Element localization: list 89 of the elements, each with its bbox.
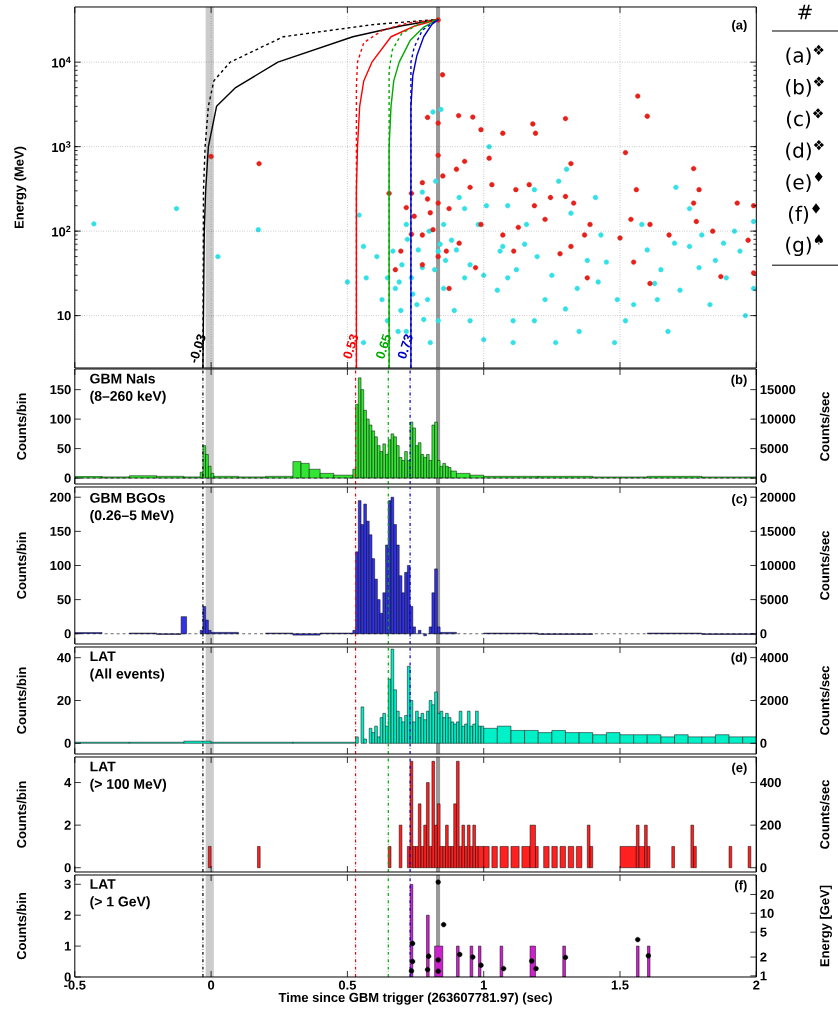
y2-tick-label: 2: [760, 952, 767, 962]
text: #: [798, 4, 812, 20]
y-tick-label: 10$^{2}$: [52, 225, 71, 237]
annotation: (b): [731, 374, 747, 387]
y2-tick-label: 15000: [760, 385, 796, 395]
y-tick-label: 10: [57, 311, 71, 321]
y2-tick-label: 5000: [760, 444, 789, 454]
y2-tick-label: 15000: [760, 526, 796, 536]
y-tick-label: 10$^{4}$: [52, 56, 71, 68]
text: (b)$^{❖}$: [786, 76, 824, 97]
y-tick-label: 50: [57, 444, 71, 454]
x-tick-label: 1: [480, 980, 487, 990]
y2-tick-label: 20: [760, 889, 774, 900]
y2-tick-label: 0: [760, 629, 767, 639]
y-axis-title: Counts/bin: [16, 532, 27, 599]
y2-axis-title: Counts/sec: [819, 665, 830, 735]
y-axis-title: Energy (MeV): [14, 146, 27, 229]
x-tick-label: 2: [753, 980, 760, 990]
y2-tick-label: 20000: [760, 492, 796, 502]
y2-axis-title: Counts/sec: [819, 779, 830, 849]
y-tick-label: 20: [57, 695, 71, 706]
y2-tick-label: 400: [760, 777, 781, 788]
y2-axis-title: Counts/sec: [819, 391, 830, 461]
y-tick-label: 100: [50, 414, 71, 424]
y2-tick-label: 0: [760, 473, 767, 483]
y-tick-label: 0: [64, 972, 71, 982]
text: (g)$^{♠}$: [786, 234, 823, 257]
y-tick-label: 100: [50, 560, 71, 571]
annotation: (e): [732, 762, 747, 775]
annotation: (d): [731, 652, 747, 665]
y-tick-label: 200: [50, 492, 71, 502]
y2-tick-label: 5: [760, 927, 767, 937]
y-tick-label: 2: [64, 910, 71, 920]
annotation: (> 100 MeV): [90, 778, 167, 792]
annotation: LAT: [90, 879, 116, 889]
y2-tick-label: 5000: [760, 595, 789, 605]
annotation: -0.03: [190, 334, 206, 363]
y-tick-label: 0: [64, 738, 71, 748]
y-tick-label: 1: [64, 941, 71, 951]
y-tick-label: 10$^{3}$: [52, 141, 71, 153]
y2-tick-label: 10000: [760, 414, 796, 424]
y-tick-label: 4: [64, 778, 72, 787]
text: (e)$^{♦}$: [786, 171, 823, 192]
y-tick-label: 0: [64, 473, 71, 483]
annotation: 0.65: [376, 333, 391, 359]
annotation: (> 1 GeV): [90, 896, 150, 910]
y2-tick-label: 1: [760, 971, 767, 981]
y-axis-title: Counts/bin: [16, 667, 27, 734]
y2-tick-label: 10: [760, 908, 774, 918]
annotation: GBM BGOs: [90, 492, 165, 503]
annotation: LAT: [90, 761, 116, 772]
y-axis-title: Counts/bin: [16, 781, 27, 848]
y-tick-label: 0: [64, 629, 71, 639]
text: (d)$^{❖}$: [786, 139, 824, 161]
y-tick-label: 150: [50, 385, 71, 395]
annotation: 0.73: [397, 334, 413, 359]
annotation: 0.53: [343, 334, 359, 359]
x-tick-label: 0.5: [338, 980, 357, 990]
y2-axis-title: Energy [GeV]: [819, 885, 832, 967]
annotation: (All events): [90, 668, 165, 682]
y2-tick-label: 0: [760, 863, 767, 873]
y-tick-label: 40: [57, 653, 71, 663]
y-tick-label: 50: [57, 595, 71, 605]
y2-tick-label: 10000: [760, 560, 796, 571]
x-tick-label: 0: [208, 980, 215, 990]
y-tick-label: 150: [50, 526, 71, 536]
annotation: (a): [732, 20, 747, 33]
y2-tick-label: 4000: [760, 653, 789, 663]
annotation: LAT: [90, 651, 116, 661]
y-tick-label: 3: [64, 879, 71, 889]
y2-tick-label: 0: [760, 738, 767, 748]
y-axis-title: Counts/bin: [16, 393, 27, 460]
x-tick-label: 1.5: [611, 980, 629, 990]
y2-tick-label: 2000: [760, 695, 789, 706]
annotation: (c): [732, 493, 747, 506]
text: (a)$^{❖}$: [786, 44, 824, 66]
annotation: (f): [734, 880, 747, 893]
x-tick-label: -0.5: [64, 980, 86, 990]
annotation: (0.26–5 MeV): [90, 509, 174, 523]
y-axis-title: Counts/bin: [16, 892, 27, 960]
x-axis-title: Time since GBM trigger (263607781.97) (sec): [278, 992, 552, 1005]
text: (f)$^{♦}$: [788, 203, 820, 224]
y-tick-label: 0: [64, 863, 71, 873]
y2-axis-title: Counts/sec: [819, 530, 830, 600]
text: (c)$^{❖}$: [786, 108, 824, 129]
y2-tick-label: 200: [760, 820, 781, 830]
annotation: GBM NaIs: [90, 373, 155, 384]
y-tick-label: 2: [64, 820, 71, 830]
annotation: (8–260 keV): [90, 390, 166, 404]
